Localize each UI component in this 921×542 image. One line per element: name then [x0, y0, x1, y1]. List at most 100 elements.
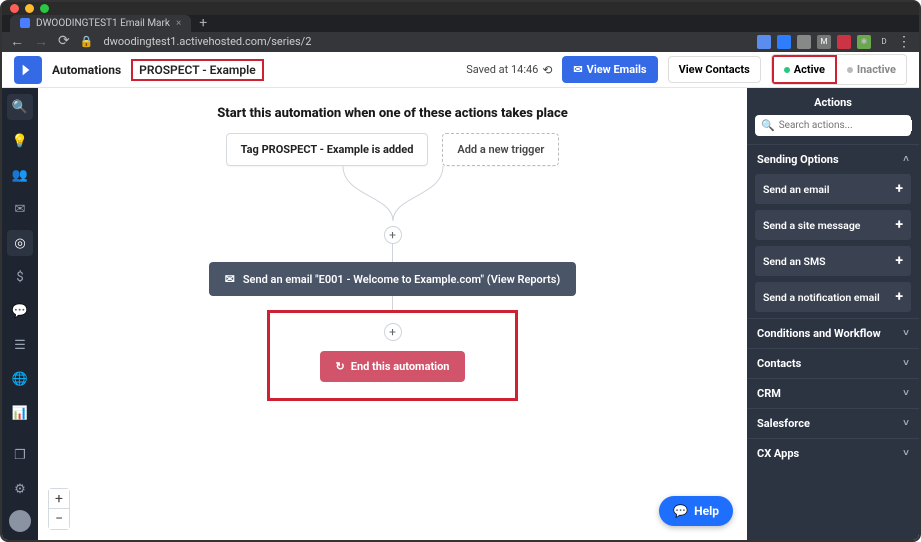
panel-action-item[interactable]: Send an SMS+ [755, 246, 911, 276]
mail-icon: ✉ [573, 63, 582, 76]
chevron-down-icon: ˅ [903, 388, 909, 399]
nav-chat-icon[interactable]: 💬 [7, 298, 33, 324]
panel-section[interactable]: CRM˅ [747, 378, 919, 408]
panel-section[interactable]: Conditions and Workflow ˅ [747, 318, 919, 348]
automation-canvas[interactable]: Start this automation when one of these … [38, 88, 747, 540]
nav-search-icon[interactable]: 🔍 [7, 94, 33, 120]
browser-tab-strip: DWOODINGTEST1 Email Mark × + [2, 15, 919, 32]
action-label: Send an email "E001 - Welcome to Example… [243, 273, 560, 286]
panel-action-item[interactable]: Send an email + [755, 174, 911, 204]
mac-maximize-dot[interactable] [40, 4, 49, 13]
section-label: Sending Options [757, 153, 839, 166]
ext-icon[interactable]: M [817, 35, 831, 49]
trigger-chip[interactable]: Tag PROSPECT - Example is added [226, 133, 429, 166]
add-step-node[interactable]: + [384, 323, 402, 341]
zoom-out-button[interactable]: − [49, 509, 69, 529]
nav-forward-icon[interactable]: → [34, 33, 48, 50]
zoom-in-button[interactable]: + [49, 489, 69, 509]
flow-connector [392, 296, 393, 310]
actions-panel: Actions 🔍 Sending Options ˄ Send an emai… [747, 88, 919, 540]
plus-icon: + [895, 253, 903, 269]
help-button[interactable]: 💬 Help [659, 496, 733, 526]
history-icon[interactable]: ⟲ [542, 63, 552, 77]
action-send-email[interactable]: ✉ Send an email "E001 - Welcome to Examp… [209, 262, 576, 296]
help-chat-icon: 💬 [673, 504, 688, 518]
browser-tab[interactable]: DWOODINGTEST1 Email Mark × [10, 15, 191, 32]
nav-back-icon[interactable]: ← [10, 33, 24, 50]
end-highlight-box: + ↻ End this automation [267, 310, 519, 401]
status-inactive[interactable]: Inactive [837, 55, 906, 84]
nav-avatar[interactable] [9, 510, 31, 532]
flow-connector-branch [293, 166, 493, 226]
ext-icon[interactable] [757, 35, 771, 49]
nav-mail-icon[interactable]: ✉ [7, 196, 33, 222]
chevron-up-icon: ˄ [903, 154, 909, 165]
panel-section[interactable]: Salesforce˅ [747, 408, 919, 438]
status-active[interactable]: Active [772, 55, 837, 84]
left-nav: 🔍 💡 👥 ✉ ◎ $ 💬 ☰ 🌐 📊 ❐ ⚙ [2, 88, 38, 540]
section-label: Contacts [757, 357, 801, 370]
nav-settings-icon[interactable]: ⚙ [7, 476, 33, 502]
plus-icon: + [895, 217, 903, 233]
panel-section[interactable]: Contacts ˅ [747, 348, 919, 378]
breadcrumb-root[interactable]: Automations [52, 63, 121, 77]
mail-icon: ✉ [225, 272, 235, 286]
app-logo[interactable] [14, 56, 42, 84]
nav-reload-icon[interactable]: ⟳ [58, 33, 70, 50]
browser-menu-icon[interactable]: ⋮ [897, 34, 911, 50]
tab-close-icon[interactable]: × [176, 18, 181, 29]
status-active-label: Active [794, 63, 825, 76]
panel-search[interactable]: 🔍 [755, 115, 911, 136]
nav-idea-icon[interactable]: 💡 [7, 128, 33, 154]
section-label: Conditions and Workflow [757, 327, 881, 340]
plus-icon: + [895, 181, 903, 197]
end-icon: ↻ [336, 360, 345, 373]
panel-item-label: Send an email [763, 183, 829, 196]
nav-copy-icon[interactable]: ❐ [7, 442, 33, 468]
end-label: End this automation [351, 360, 450, 373]
add-step-node[interactable]: + [384, 226, 402, 244]
nav-web-icon[interactable]: 🌐 [7, 366, 33, 392]
add-trigger-chip[interactable]: Add a new trigger [442, 133, 559, 166]
saved-text: Saved at 14:46 [466, 63, 538, 76]
nav-contacts-icon[interactable]: 👥 [7, 162, 33, 188]
tab-title: DWOODINGTEST1 Email Mark [36, 18, 170, 29]
mac-minimize-dot[interactable] [25, 4, 34, 13]
app-topbar: Automations PROSPECT - Example Saved at … [2, 52, 919, 88]
start-title: Start this automation when one of these … [38, 106, 747, 121]
panel-action-item[interactable]: Send a notification email+ [755, 282, 911, 312]
new-tab-button[interactable]: + [199, 15, 207, 31]
chevron-down-icon: ˅ [903, 358, 909, 369]
help-label: Help [694, 504, 719, 518]
panel-search-input[interactable] [779, 120, 912, 131]
nav-automation-icon[interactable]: ◎ [7, 230, 33, 256]
ext-icon[interactable]: ✱ [857, 35, 871, 49]
end-automation-node[interactable]: ↻ End this automation [320, 351, 466, 382]
section-sending-options[interactable]: Sending Options ˄ [747, 144, 919, 174]
ext-icon[interactable] [797, 35, 811, 49]
panel-section[interactable]: CX Apps˅ [747, 438, 919, 468]
chevron-down-icon: ˅ [903, 328, 909, 339]
ext-icon[interactable] [837, 35, 851, 49]
section-label: Salesforce [757, 417, 810, 430]
automation-name[interactable]: PROSPECT - Example [131, 59, 264, 81]
url-text[interactable]: dwoodingtest1.activehosted.com/series/2 [103, 35, 747, 48]
nav-deals-icon[interactable]: $ [7, 264, 33, 290]
ext-icon[interactable]: D [877, 35, 891, 49]
nav-list-icon[interactable]: ☰ [7, 332, 33, 358]
nav-reports-icon[interactable]: 📊 [7, 400, 33, 426]
tab-favicon-icon [20, 18, 30, 28]
flow-connector [392, 244, 393, 262]
view-emails-button[interactable]: ✉ View Emails [562, 56, 657, 83]
mac-window-controls [2, 2, 919, 15]
view-contacts-button[interactable]: View Contacts [668, 56, 761, 83]
panel-item-label: Send a site message [763, 219, 860, 232]
ext-icon[interactable] [777, 35, 791, 49]
panel-item-label: Send a notification email [763, 291, 880, 304]
chevron-down-icon: ˅ [903, 448, 909, 459]
panel-action-item[interactable]: Send a site message + [755, 210, 911, 240]
status-dot-icon [784, 67, 790, 73]
saved-status: Saved at 14:46 ⟲ [466, 63, 552, 77]
status-inactive-label: Inactive [857, 63, 896, 76]
mac-close-dot[interactable] [10, 4, 19, 13]
